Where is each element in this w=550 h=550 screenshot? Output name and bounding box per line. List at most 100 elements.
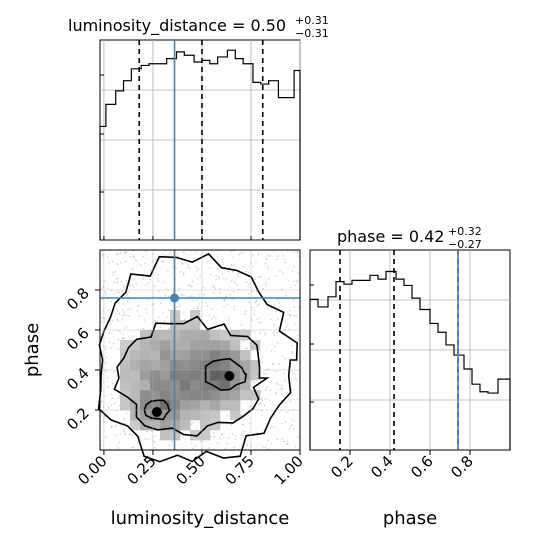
density-sample-point <box>275 310 277 313</box>
density-cell <box>180 400 191 411</box>
density-sample-point <box>278 302 280 304</box>
density-sample-point <box>213 436 216 438</box>
density-sample-point <box>255 290 258 292</box>
density-sample-point <box>260 322 262 324</box>
density-sample-point <box>237 276 239 278</box>
density-sample-point <box>213 315 215 318</box>
density-sample-point <box>162 312 164 314</box>
density-xtick-label-4: 1.00 <box>270 452 306 488</box>
density-sample-point <box>263 446 265 449</box>
density-sample-point <box>202 286 205 289</box>
density-sample-point <box>213 286 215 288</box>
density-sample-point <box>221 273 223 275</box>
density-sample-point <box>117 348 120 350</box>
density-sample-point <box>221 326 223 328</box>
density-sample-point <box>199 276 201 278</box>
density-sample-point <box>275 392 277 394</box>
density-sample-point <box>256 435 259 438</box>
density-sample-point <box>297 272 299 274</box>
density-cell <box>210 360 221 371</box>
density-sample-point <box>143 319 146 321</box>
density-cell <box>240 360 251 371</box>
density-sample-point <box>132 286 135 288</box>
density-cell <box>180 420 191 431</box>
density-sample-point <box>248 423 250 425</box>
density-sample-point <box>275 370 277 373</box>
density-sample-point <box>147 439 149 441</box>
density-sample-point <box>295 322 297 325</box>
density-sample-point <box>121 314 124 317</box>
density-sample-point <box>284 330 286 332</box>
density-sample-point <box>260 275 262 278</box>
density-sample-point <box>226 304 228 306</box>
density-sample-point <box>145 284 147 286</box>
density-sample-point <box>298 306 300 309</box>
density-sample-point <box>290 314 292 316</box>
density-sample-point <box>292 428 295 430</box>
density-cell <box>160 430 171 441</box>
density-sample-point <box>267 278 270 280</box>
density-sample-point <box>129 256 131 258</box>
density-peak-dot-0 <box>151 407 162 417</box>
density-sample-point <box>199 293 201 296</box>
density-sample-point <box>120 262 122 264</box>
density-sample-point <box>131 279 133 281</box>
density-sample-point <box>100 401 103 403</box>
density-cell <box>190 410 201 421</box>
density-sample-point <box>132 336 134 338</box>
density-sample-point <box>221 433 223 435</box>
density-cell <box>210 410 221 421</box>
density-sample-point <box>118 291 121 294</box>
density-sample-point <box>115 253 118 255</box>
density-sample-point <box>184 318 186 321</box>
density-sample-point <box>197 267 199 270</box>
density-sample-point <box>105 348 107 351</box>
density-cell <box>120 370 131 381</box>
density-sample-point <box>264 397 266 400</box>
density-cell <box>200 410 211 421</box>
density-sample-point <box>113 293 115 296</box>
density-sample-point <box>274 331 276 333</box>
density-sample-point <box>291 352 293 354</box>
density-sample-point <box>122 285 125 287</box>
density-sample-point <box>252 254 254 256</box>
density-sample-point <box>284 421 287 423</box>
density-ytick-label-3: 0.8 <box>63 284 93 314</box>
density-sample-point <box>119 331 122 334</box>
density-sample-point <box>262 288 264 290</box>
density-sample-point <box>287 279 289 281</box>
density-sample-point <box>117 447 119 449</box>
density-sample-point <box>225 295 228 298</box>
density-sample-point <box>162 260 164 263</box>
density-ytick-label-0: 0.2 <box>63 404 93 434</box>
density-cell <box>130 350 141 361</box>
density-sample-point <box>243 431 245 433</box>
density-cell <box>200 380 211 391</box>
density-sample-point <box>122 333 124 335</box>
density-sample-point <box>267 448 269 450</box>
density-sample-point <box>252 382 255 384</box>
density-sample-point <box>189 267 191 269</box>
density-sample-point <box>234 308 236 310</box>
hist-luminosity-distance-panel: luminosity_distance = 0.50 +0.31 −0.31 <box>68 14 329 241</box>
density-sample-point <box>267 255 269 257</box>
density-sample-point <box>233 280 236 283</box>
density-sample-point <box>215 317 217 319</box>
density-sample-point <box>116 277 119 279</box>
density-cell <box>180 330 191 341</box>
density-sample-point <box>219 328 221 330</box>
density-sample-point <box>229 294 231 296</box>
density-sample-point <box>125 314 127 316</box>
density-sample-point <box>293 420 295 422</box>
density-sample-point <box>258 321 260 324</box>
density-cell <box>130 410 141 421</box>
density-sample-point <box>207 259 209 262</box>
density-sample-point <box>176 306 178 308</box>
density-cell <box>190 380 201 391</box>
density-sample-point <box>112 382 114 385</box>
density-cell <box>200 430 211 441</box>
density-sample-point <box>289 400 291 402</box>
density-sample-point <box>271 443 273 445</box>
density-sample-point <box>177 255 179 258</box>
density-sample-point <box>277 342 279 344</box>
